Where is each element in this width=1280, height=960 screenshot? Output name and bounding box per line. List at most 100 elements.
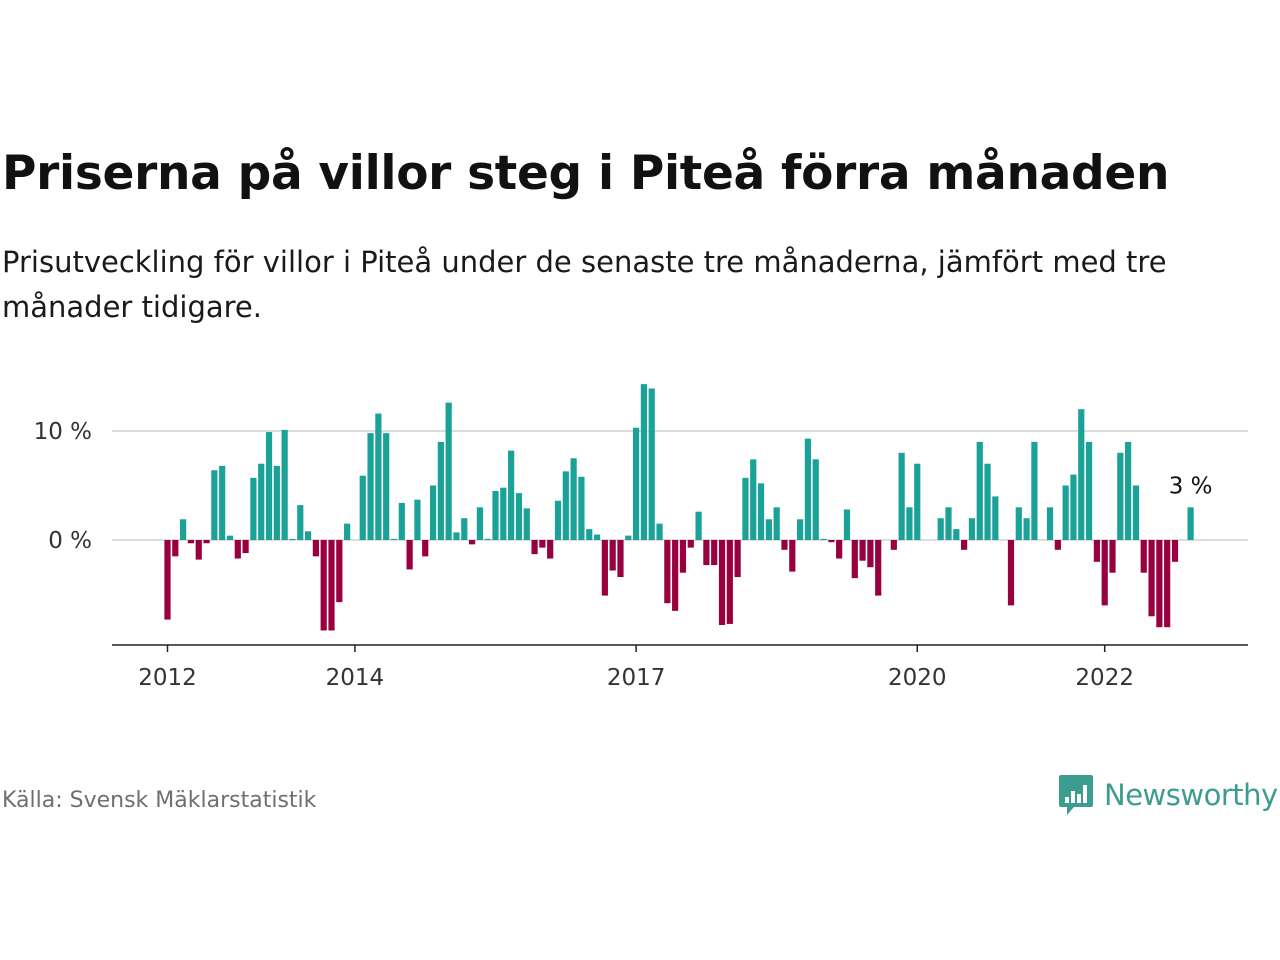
newsworthy-logo-text: Newsworthy — [1104, 778, 1278, 812]
bar-positive — [820, 538, 827, 540]
bar-positive — [812, 459, 819, 540]
bar-positive — [500, 487, 507, 540]
bar-positive — [757, 483, 765, 540]
bar-positive — [258, 463, 265, 540]
bar-negative — [617, 540, 624, 578]
bar-negative — [242, 540, 249, 554]
bar-negative — [1109, 540, 1116, 573]
bar-negative — [961, 540, 968, 550]
bar-negative — [1140, 540, 1147, 573]
bar-negative — [1171, 540, 1179, 562]
bar-positive — [265, 432, 273, 540]
bar-positive — [945, 507, 952, 540]
bar-negative — [1148, 540, 1155, 617]
bar-positive — [554, 500, 562, 540]
newsworthy-logo: Newsworthy — [1058, 773, 1278, 817]
bar-positive — [906, 507, 913, 540]
bar-negative — [867, 540, 874, 568]
bar-positive — [297, 505, 304, 540]
bar-positive — [625, 535, 632, 540]
bar-positive — [578, 476, 585, 540]
bar-negative — [851, 540, 858, 579]
bar-positive — [914, 463, 921, 540]
bar-positive — [1070, 474, 1077, 540]
bar-positive — [656, 523, 663, 540]
bar-positive — [843, 509, 851, 540]
bar-positive — [937, 518, 944, 540]
bar-negative — [890, 540, 897, 550]
x-tick-label: 2020 — [888, 665, 947, 691]
bar-positive — [281, 429, 288, 540]
bar-positive — [1125, 441, 1132, 540]
bar-positive — [1062, 485, 1069, 540]
bar-negative — [679, 540, 687, 573]
bar-chart: 0 % 10 % 2012 2014 2017 2020 2022 3 % — [34, 384, 1248, 691]
bar-positive — [445, 402, 452, 540]
bar-positive — [414, 499, 421, 540]
bar-negative — [672, 540, 679, 611]
bar-positive — [180, 519, 187, 540]
bar-negative — [468, 540, 476, 545]
bar-negative — [312, 540, 319, 557]
bar-positive — [437, 441, 444, 540]
bar-positive — [1085, 441, 1093, 540]
bar-positive — [461, 518, 468, 540]
bar-positive — [953, 529, 960, 540]
bar-positive — [1015, 507, 1022, 540]
bar-negative — [875, 540, 882, 596]
last-value-label: 3 % — [1169, 473, 1213, 499]
bar-positive — [968, 518, 976, 540]
bar-positive — [633, 427, 640, 540]
bar-positive — [586, 529, 593, 540]
x-tick-label: 2014 — [326, 665, 385, 691]
bar-positive — [804, 438, 812, 540]
bar-negative — [1093, 540, 1100, 562]
bar-positive — [976, 441, 983, 540]
labels: 0 % 10 % 2012 2014 2017 2020 2022 3 % — [34, 419, 1213, 691]
bar-negative — [726, 540, 733, 624]
bar-positive — [648, 388, 655, 540]
bar-positive — [1023, 518, 1030, 540]
bar-positive — [1187, 507, 1194, 540]
chart-subtitle: Prisutveckling för villor i Piteå under … — [2, 245, 1167, 324]
bar-positive — [476, 507, 483, 540]
bar-negative — [836, 540, 843, 559]
x-tick-label: 2012 — [138, 665, 197, 691]
bar-positive — [984, 463, 991, 540]
bar-negative — [234, 540, 241, 559]
bar-positive — [429, 485, 437, 540]
bar-positive — [765, 519, 772, 540]
bar-negative — [422, 540, 429, 557]
source-note: Källa: Svensk Mäklarstatistik — [2, 788, 317, 813]
bar-negative — [547, 540, 554, 559]
bar-negative — [609, 540, 616, 571]
bar-negative — [781, 540, 788, 550]
bar-negative — [1164, 540, 1171, 628]
bar-positive — [375, 413, 382, 540]
bar-negative — [711, 540, 718, 566]
bar-negative — [539, 540, 546, 548]
bar-positive — [344, 523, 351, 540]
newsworthy-logo-icon — [1059, 775, 1093, 815]
bar-positive — [992, 496, 999, 540]
bar-positive — [523, 508, 530, 540]
bar-negative — [1007, 540, 1015, 606]
bar-negative — [328, 540, 335, 631]
bar-positive — [742, 477, 749, 540]
x-tick-label: 2017 — [607, 665, 666, 691]
bar-positive — [383, 433, 390, 540]
bar-negative — [664, 540, 671, 604]
bar-positive — [1046, 507, 1054, 540]
bar-positive — [359, 475, 366, 540]
bar-positive — [273, 465, 280, 540]
bar-positive — [898, 452, 905, 540]
bar-positive — [219, 465, 226, 540]
bars — [164, 384, 1194, 631]
bar-negative — [172, 540, 179, 557]
bar-negative — [859, 540, 866, 561]
bar-positive — [570, 458, 577, 540]
bar-positive — [773, 507, 780, 540]
bar-negative — [1156, 540, 1163, 628]
bar-negative — [320, 540, 327, 631]
bar-negative — [531, 540, 538, 555]
